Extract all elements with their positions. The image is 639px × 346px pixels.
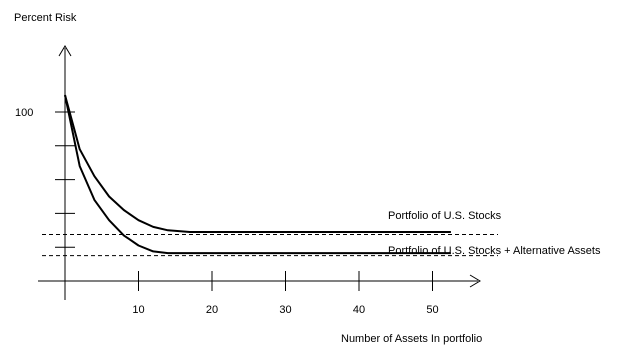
x-tick-label-1: 20 (206, 304, 218, 316)
x-axis-label: Number of Assets In portfolio (341, 333, 482, 345)
series (64, 94, 451, 255)
x-tick-label-3: 40 (353, 304, 365, 316)
series-label-us-stocks: Portfolio of U.S. Stocks (388, 210, 502, 222)
axes (38, 45, 481, 300)
series-line-1 (64, 94, 451, 255)
x-ticks: 10 20 30 40 50 (132, 271, 439, 316)
series-label-us-stocks-alternative: Portfolio of U.S. Stocks + Alternative A… (388, 245, 601, 257)
y-ticks: 100 (15, 107, 75, 248)
y-axis-arrow (58, 45, 72, 57)
x-tick-label-4: 50 (426, 304, 438, 316)
x-axis-arrow (469, 274, 481, 288)
y-axis-label: Percent Risk (14, 12, 77, 24)
series-line-0 (64, 94, 451, 233)
x-tick-label-0: 10 (132, 304, 144, 316)
reference-lines (42, 234, 498, 257)
labels: Percent Risk Number of Assets In portfol… (14, 12, 601, 345)
x-tick-label-2: 30 (279, 304, 291, 316)
y-tick-label-0: 100 (15, 107, 33, 119)
